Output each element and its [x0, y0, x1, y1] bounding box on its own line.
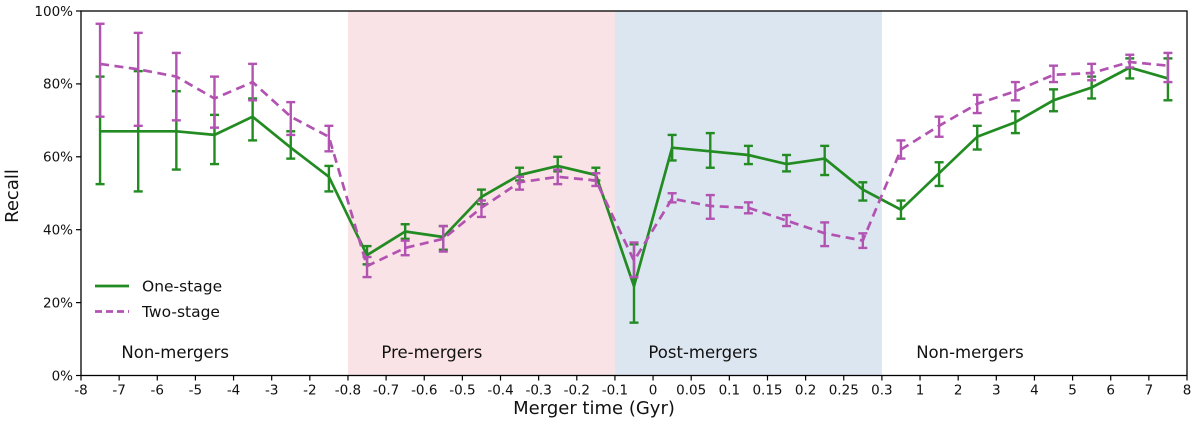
- y-tick-label: 20%: [43, 295, 73, 311]
- y-axis-title: Recall: [2, 169, 23, 223]
- legend: One-stage Two-stage: [95, 277, 222, 321]
- x-tick-label: 0: [649, 383, 658, 399]
- x-tick-label: 0.2: [795, 383, 816, 399]
- x-tick-label: -8: [74, 383, 87, 399]
- y-tick-label: 60%: [43, 150, 73, 166]
- x-tick-label: -4: [227, 383, 240, 399]
- x-axis: -8 -7 -6 -5 -4 -3 -2 -0.8 -0.7 -0.6 -0.5 -0.4 -0.3 -0…: [74, 375, 1192, 399]
- x-tick-label: -5: [189, 383, 202, 399]
- x-tick-label: 0.1: [719, 383, 740, 399]
- x-tick-label: 0.05: [676, 383, 706, 399]
- x-tick-label: -0.6: [411, 383, 437, 399]
- two-stage-line: [99, 60, 1169, 268]
- x-tick-label: -0.2: [564, 383, 590, 399]
- region-label-non-mergers: Non-mergers: [916, 343, 1024, 362]
- one-stage-line: [100, 66, 1169, 288]
- region-label-pre-mergers: Pre-mergers: [381, 343, 482, 362]
- post-mergers-region-shade: [614, 11, 882, 376]
- x-tick-label: -7: [112, 383, 125, 399]
- region-label-non-mergers: Non-mergers: [121, 343, 229, 362]
- legend-label-one-stage: One-stage: [142, 277, 222, 295]
- x-tick-label: -0.5: [449, 383, 475, 399]
- x-tick-label: -6: [151, 383, 164, 399]
- x-tick-label: -3: [265, 383, 278, 399]
- x-tick-label: 7: [1145, 383, 1154, 399]
- x-tick-label: -2: [303, 383, 316, 399]
- x-tick-label: -0.4: [487, 383, 513, 399]
- y-tick-label: 0%: [52, 368, 74, 384]
- x-tick-label: 0.3: [871, 383, 892, 399]
- x-tick-label: 3: [992, 383, 1001, 399]
- region-label-post-mergers: Post-mergers: [648, 343, 757, 362]
- plot-border: [80, 10, 1188, 377]
- x-tick-label: -0.3: [525, 383, 551, 399]
- y-tick-label: 40%: [43, 223, 73, 239]
- x-tick-label: 1: [916, 383, 925, 399]
- legend-label-two-stage: Two-stage: [141, 303, 220, 321]
- x-tick-label: -0.8: [335, 383, 361, 399]
- x-tick-label: 6: [1106, 383, 1115, 399]
- x-tick-label: 8: [1183, 383, 1192, 399]
- y-tick-label: 100%: [34, 4, 73, 20]
- y-axis: 0% 20% 40% 60% 80% 100%: [34, 4, 81, 384]
- x-tick-label: 4: [1030, 383, 1039, 399]
- x-tick-label: -0.1: [602, 383, 628, 399]
- x-tick-label: 5: [1068, 383, 1077, 399]
- x-tick-label: -0.7: [373, 383, 399, 399]
- x-axis-title: Merger time (Gyr): [513, 398, 675, 419]
- x-tick-label: 0.15: [752, 383, 782, 399]
- x-tick-label: 2: [954, 383, 963, 399]
- x-tick-label: 0.25: [829, 383, 859, 399]
- y-tick-label: 80%: [43, 77, 73, 93]
